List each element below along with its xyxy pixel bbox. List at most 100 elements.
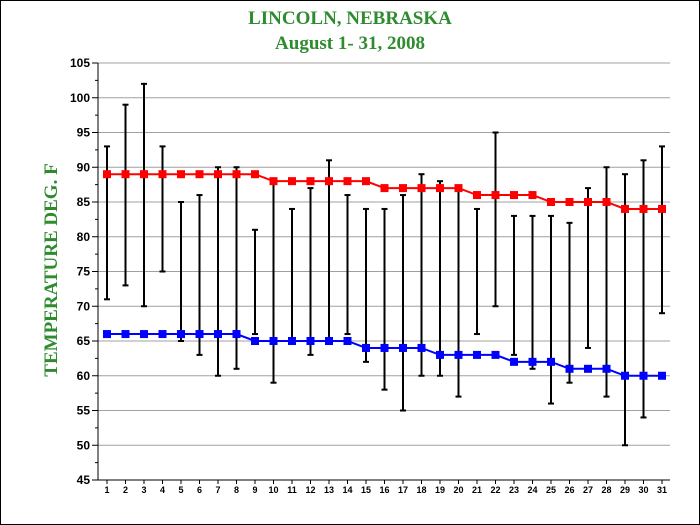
normal-low-marker xyxy=(436,350,444,359)
normal-low-marker xyxy=(602,364,611,373)
y-tick-label: 55 xyxy=(77,404,91,418)
normal-high-marker xyxy=(602,198,611,206)
x-tick-label: 11 xyxy=(287,485,297,495)
chart-title: LINCOLN, NEBRASKA xyxy=(248,8,452,29)
x-tick-label: 13 xyxy=(324,485,334,495)
x-tick-label: 6 xyxy=(197,485,202,495)
normal-low-marker xyxy=(343,337,352,345)
normal-low-marker xyxy=(473,350,481,359)
normal-low-marker xyxy=(251,337,259,345)
y-tick-label: 90 xyxy=(77,160,91,174)
normal-high-marker xyxy=(232,170,241,179)
x-tick-label: 10 xyxy=(268,485,278,495)
y-tick-label: 75 xyxy=(77,265,91,279)
normal-high-marker xyxy=(658,204,666,213)
x-tick-label: 17 xyxy=(398,485,408,495)
normal-high-marker xyxy=(584,198,592,206)
normal-high-marker xyxy=(380,184,389,193)
x-tick-label: 22 xyxy=(490,485,500,495)
x-tick-label: 26 xyxy=(564,485,574,495)
x-tick-label: 9 xyxy=(252,485,257,495)
normal-low-marker xyxy=(565,364,574,373)
x-tick-label: 16 xyxy=(379,485,389,495)
normal-low-marker xyxy=(325,337,333,345)
x-tick-label: 29 xyxy=(620,485,630,495)
normal-low-marker xyxy=(380,343,389,352)
x-tick-label: 7 xyxy=(215,485,220,495)
x-tick-label: 2 xyxy=(123,485,128,495)
normal-low-marker xyxy=(288,337,296,345)
normal-low-marker xyxy=(639,371,648,380)
x-tick-label: 25 xyxy=(546,485,556,495)
normal-high-marker xyxy=(343,177,352,186)
x-tick-label: 1 xyxy=(104,485,109,495)
normal-high-marker xyxy=(214,170,222,179)
normal-low-marker xyxy=(306,337,315,345)
normal-low-marker xyxy=(103,330,111,339)
y-tick-label: 65 xyxy=(77,334,91,348)
x-tick-label: 20 xyxy=(453,485,463,495)
normal-low-marker xyxy=(510,357,518,366)
normal-high-marker xyxy=(454,184,463,193)
normal-low-marker xyxy=(362,343,370,352)
normal-high-marker xyxy=(436,184,444,193)
normal-low-marker xyxy=(214,330,222,339)
normal-high-marker xyxy=(362,177,370,186)
x-tick-label: 3 xyxy=(141,485,146,495)
normal-high-marker xyxy=(158,170,167,179)
x-tick-label: 12 xyxy=(305,485,315,495)
x-tick-label: 4 xyxy=(160,485,165,495)
x-tick-label: 5 xyxy=(178,485,183,495)
normal-high-marker xyxy=(621,204,629,213)
x-tick-label: 19 xyxy=(435,485,445,495)
normal-high-marker xyxy=(195,170,204,179)
normal-high-marker xyxy=(251,170,259,179)
normal-high-marker xyxy=(547,198,555,206)
x-tick-label: 30 xyxy=(638,485,648,495)
normal-high-marker xyxy=(177,170,185,179)
normal-high-marker xyxy=(103,170,111,179)
chart-subtitle: August 1- 31, 2008 xyxy=(275,33,425,54)
normal-low-marker xyxy=(491,350,500,359)
normal-low-marker xyxy=(417,343,426,352)
normal-high-marker xyxy=(121,170,130,179)
normal-high-marker xyxy=(491,191,500,200)
normal-low-marker xyxy=(399,343,407,352)
x-tick-label: 8 xyxy=(234,485,239,495)
y-tick-label: 105 xyxy=(70,56,90,70)
normal-high-marker xyxy=(288,177,296,186)
x-tick-label: 14 xyxy=(342,485,352,495)
normal-high-marker xyxy=(325,177,333,186)
normal-low-marker xyxy=(584,364,592,373)
y-tick-label: 70 xyxy=(77,299,91,313)
normal-low-marker xyxy=(158,330,167,339)
normal-low-marker xyxy=(528,357,537,366)
normal-low-marker xyxy=(177,330,185,339)
y-tick-label: 85 xyxy=(77,195,91,209)
x-tick-label: 15 xyxy=(361,485,371,495)
normal-low-marker xyxy=(658,371,666,380)
normal-high-marker xyxy=(417,184,426,193)
normal-high-marker xyxy=(269,177,278,186)
normal-low-marker xyxy=(547,357,555,366)
x-tick-label: 28 xyxy=(601,485,611,495)
normal-high-marker xyxy=(140,170,148,179)
normal-high-marker xyxy=(528,191,537,200)
x-tick-label: 21 xyxy=(472,485,482,495)
normal-low-marker xyxy=(621,371,629,380)
y-tick-label: 95 xyxy=(77,126,91,140)
x-tick-label: 31 xyxy=(657,485,667,495)
x-tick-label: 23 xyxy=(509,485,519,495)
normal-low-marker xyxy=(269,337,278,345)
x-tick-label: 27 xyxy=(583,485,593,495)
normal-low-marker xyxy=(454,350,463,359)
normal-low-marker xyxy=(195,330,204,339)
normal-high-marker xyxy=(399,184,407,193)
y-tick-label: 50 xyxy=(77,438,91,452)
normal-low-marker xyxy=(140,330,148,339)
normal-high-marker xyxy=(565,198,574,206)
x-tick-label: 18 xyxy=(416,485,426,495)
y-tick-label: 45 xyxy=(77,473,91,487)
x-tick-label: 24 xyxy=(527,485,537,495)
